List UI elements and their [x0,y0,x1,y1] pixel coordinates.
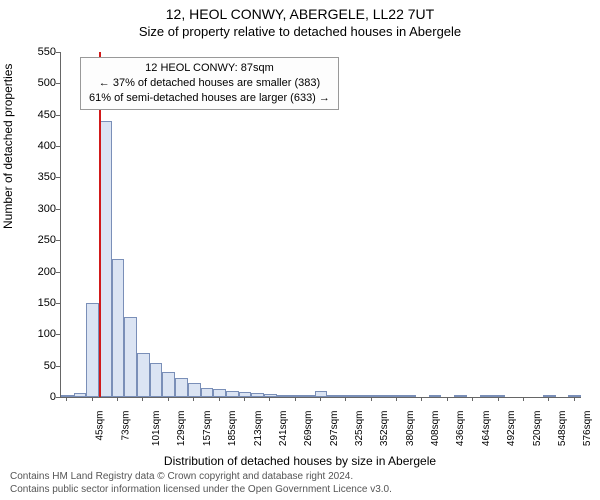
y-tick-label: 550 [16,46,56,58]
x-tick-mark [142,397,143,401]
x-tick-mark [421,397,422,401]
histogram-bar [137,353,150,397]
info-line-1: 12 HEOL CONWY: 87sqm [89,61,330,76]
footnote-line-2: Contains public sector information licen… [10,483,392,496]
footnote: Contains HM Land Registry data © Crown c… [10,470,392,496]
x-tick-mark [472,397,473,401]
x-tick-label: 185sqm [227,411,238,447]
x-tick-mark [345,397,346,401]
y-tick-label: 0 [16,391,56,403]
x-tick-label: 45sqm [95,411,106,441]
x-tick-label: 129sqm [177,411,188,447]
y-tick-label: 100 [16,328,56,340]
histogram-bar [124,317,137,397]
histogram-bar [74,393,87,397]
info-box: 12 HEOL CONWY: 87sqm ← 37% of detached h… [80,57,339,110]
y-tick-label: 150 [16,297,56,309]
x-tick-label: 297sqm [329,411,340,447]
x-tick-label: 325sqm [354,411,365,447]
x-tick-mark [523,397,524,401]
x-tick-mark [66,397,67,401]
y-tick-label: 50 [16,360,56,372]
y-tick-label: 300 [16,203,56,215]
y-axis-label: Number of detached properties [1,64,15,229]
histogram-bar [188,383,201,397]
x-tick-mark [295,397,296,401]
y-tick-label: 400 [16,140,56,152]
footnote-line-1: Contains HM Land Registry data © Crown c… [10,470,392,483]
histogram-bar [353,395,366,397]
x-tick-label: 520sqm [532,411,543,447]
histogram-bar [378,395,391,397]
histogram-bar [86,303,99,397]
chart-container: Number of detached properties 0 50 100 150 2… [0,42,600,442]
x-tick-label: 576sqm [582,411,593,447]
x-tick-label: 436sqm [456,411,467,447]
page-title: 12, HEOL CONWY, ABERGELE, LL22 7UT [0,0,600,22]
page-subtitle: Size of property relative to detached ho… [0,22,600,39]
histogram-bar [226,391,239,397]
x-tick-mark [396,397,397,401]
y-tick-label: 500 [16,77,56,89]
x-tick-label: 269sqm [303,411,314,447]
info-line-3: 61% of semi-detached houses are larger (… [89,91,330,106]
y-tick-label: 350 [16,171,56,183]
x-tick-mark [193,397,194,401]
histogram-bar [150,363,163,398]
histogram-bar [302,395,315,397]
x-tick-mark [168,397,169,401]
x-tick-label: 213sqm [253,411,264,447]
y-tick-label: 200 [16,266,56,278]
histogram-bar [213,389,226,397]
y-tick-label: 450 [16,109,56,121]
x-tick-mark [92,397,93,401]
x-tick-label: 408sqm [430,411,441,447]
x-tick-label: 73sqm [120,411,131,441]
x-tick-label: 548sqm [557,411,568,447]
histogram-bar [201,388,214,397]
x-tick-label: 352sqm [379,411,390,447]
histogram-bar [112,259,125,397]
y-tick-label: 250 [16,234,56,246]
x-tick-mark [447,397,448,401]
x-tick-mark [269,397,270,401]
histogram-bar [162,372,175,397]
x-tick-mark [244,397,245,401]
histogram-bar [277,395,290,398]
histogram-bar [429,395,442,397]
x-axis-label: Distribution of detached houses by size … [0,454,600,468]
x-tick-label: 464sqm [481,411,492,447]
x-tick-label: 157sqm [202,411,213,447]
x-tick-mark [574,397,575,401]
histogram-bar [403,395,416,397]
histogram-bar [480,395,493,397]
histogram-bar [492,395,505,397]
histogram-bar [327,395,340,397]
x-tick-mark [498,397,499,401]
histogram-bar [61,395,74,397]
x-tick-label: 492sqm [506,411,517,447]
x-tick-label: 241sqm [278,411,289,447]
x-tick-mark [320,397,321,401]
x-tick-mark [219,397,220,401]
x-tick-mark [548,397,549,401]
x-tick-label: 380sqm [405,411,416,447]
histogram-bar [175,378,188,397]
histogram-bar [454,395,467,397]
x-tick-mark [117,397,118,401]
histogram-bar [251,393,264,397]
x-tick-label: 101sqm [151,411,162,447]
x-tick-mark [371,397,372,401]
info-line-2: ← 37% of detached houses are smaller (38… [89,76,330,91]
